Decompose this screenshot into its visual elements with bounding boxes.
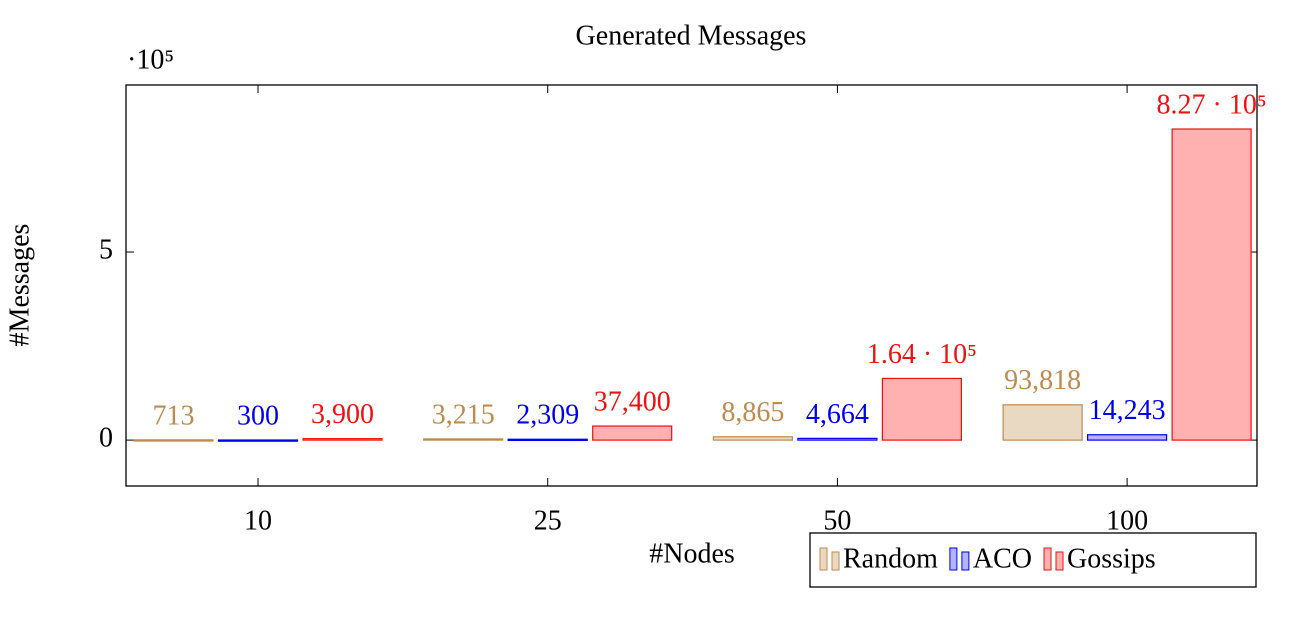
value-label: 300 [237, 400, 279, 431]
value-label: 3,215 [432, 399, 495, 430]
value-label: 93,818 [1004, 365, 1081, 396]
bar [881, 377, 963, 441]
legend-swatch [961, 551, 970, 571]
legend-label: Random [843, 543, 938, 574]
x-tick-label: 50 [823, 505, 851, 536]
bar [133, 439, 214, 442]
value-label: 8.27 · 10⁵ [1157, 89, 1267, 120]
bar [217, 439, 299, 442]
value-label: 1.64 · 10⁵ [867, 339, 977, 370]
legend-box [809, 532, 1257, 588]
x-axis-label: #Nodes [649, 538, 735, 569]
y-tick-label: 5 [99, 234, 113, 265]
x-tick-label: 10 [244, 505, 272, 536]
chart-title: Generated Messages [576, 20, 807, 51]
legend-swatch [949, 547, 958, 571]
bar [423, 438, 504, 441]
y-axis-label: #Messages [4, 224, 35, 347]
legend-swatch [819, 547, 828, 571]
bar [797, 437, 878, 441]
bar [1086, 434, 1168, 441]
bar [592, 425, 673, 441]
y-tick-label: 0 [99, 423, 113, 454]
value-label: 2,309 [516, 400, 579, 431]
bar [712, 436, 794, 441]
legend-label: ACO [973, 543, 1032, 574]
legend-label: Gossips [1067, 543, 1156, 574]
bar [302, 438, 383, 441]
value-label: 713 [153, 400, 195, 431]
value-label: 3,900 [311, 399, 374, 430]
x-tick-label: 100 [1106, 505, 1148, 536]
legend-swatch [1043, 547, 1052, 571]
value-label: 14,243 [1089, 395, 1166, 426]
value-label: 4,664 [806, 399, 869, 430]
value-label: 8,865 [721, 397, 784, 428]
value-label: 37,400 [594, 386, 671, 417]
bar [1002, 404, 1083, 441]
plot-frame [125, 84, 1258, 487]
legend-swatch [1055, 551, 1064, 571]
bar [507, 438, 588, 442]
legend-swatch [831, 551, 840, 571]
x-tick-label: 25 [534, 505, 562, 536]
bar [1171, 128, 1252, 441]
y-scale-label: ·10⁵ [127, 44, 174, 75]
